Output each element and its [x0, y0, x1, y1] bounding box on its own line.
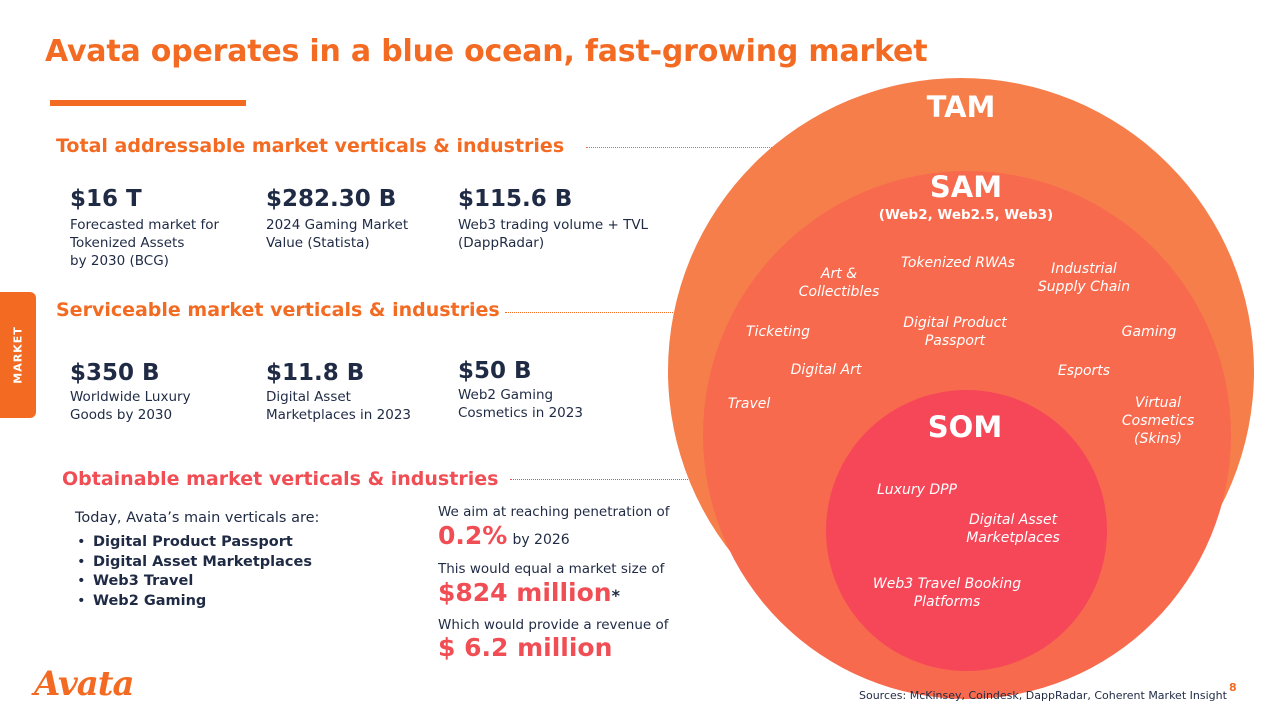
page-title: Avata operates in a blue ocean, fast-gro… [45, 34, 928, 69]
title-underline [50, 100, 246, 106]
stat-description: Web3 trading volume + TVL (DappRadar) [458, 217, 649, 251]
penetration-suffix: by 2026 [512, 532, 570, 548]
list-item: Digital Asset Marketplaces [75, 553, 312, 573]
avata-logo: Avata [34, 664, 135, 704]
sam-item-ticketing: Ticketing [746, 324, 810, 340]
verticals-intro: Today, Avata’s main verticals are: [75, 510, 320, 526]
tam-stat-2: $282.30 B 2024 Gaming Market Value (Stat… [266, 186, 408, 252]
stat-description: 2024 Gaming Market Value (Statista) [266, 217, 409, 251]
sources-note: Sources: McKinsey, Coindesk, DappRadar, … [859, 689, 1227, 702]
sam-item-gaming: Gaming [1121, 324, 1177, 340]
market-size-text: This would equal a market size of [438, 561, 665, 577]
som-item-web3-travel-booking: Web3 Travel Booking Platforms [872, 576, 1022, 610]
penetration-text: We aim at reaching penetration of [438, 504, 670, 520]
page-number: 8 [1229, 681, 1237, 694]
market-size-line: $824 million* [438, 578, 620, 607]
list-item: Web3 Travel [75, 572, 312, 592]
sam-connector [505, 312, 735, 313]
sam-item-virtual-cosmetics: Virtual Cosmetics (Skins) [1121, 395, 1195, 447]
stat-value: $11.8 B [266, 360, 365, 386]
sam-stat-3: $50 B Web2 Gaming Cosmetics in 2023 [458, 358, 583, 422]
stat-description: Forecasted market for Tokenized Assets b… [70, 217, 220, 269]
sam-stat-2: $11.8 B Digital Asset Marketplaces in 20… [266, 360, 411, 424]
som-connector [510, 479, 840, 480]
tam-connector [586, 147, 786, 148]
tam-heading: Total addressable market verticals & ind… [56, 135, 565, 157]
penetration-value: 0.2% [438, 521, 508, 550]
penetration-line: 0.2% by 2026 [438, 521, 570, 550]
stat-description: Digital Asset Marketplaces in 2023 [266, 389, 412, 423]
tam-stat-3: $115.6 B Web3 trading volume + TVL (Dapp… [458, 186, 648, 252]
sam-item-travel: Travel [727, 396, 771, 412]
list-item: Web2 Gaming [75, 592, 312, 612]
sam-stat-1: $350 B Worldwide Luxury Goods by 2030 [70, 360, 191, 424]
som-item-luxury-dpp: Luxury DPP [877, 482, 957, 498]
tam-stat-1: $16 T Forecasted market for Tokenized As… [70, 186, 219, 270]
section-tab[interactable]: MARKET [0, 292, 36, 418]
revenue-value: $ 6.2 million [438, 633, 613, 662]
stat-value: $115.6 B [458, 186, 573, 212]
verticals-list: Digital Product Passport Digital Asset M… [75, 533, 312, 611]
sam-heading: Serviceable market verticals & industrie… [56, 299, 500, 321]
stat-value: $50 B [458, 358, 532, 384]
som-item-digital-asset-marketplaces: Digital Asset Marketplaces [966, 512, 1060, 546]
list-item: Digital Product Passport [75, 533, 312, 553]
sam-item-digital-product-passport: Digital Product Passport [903, 315, 1007, 349]
sam-item-tokenized-rwas: Tokenized RWAs [901, 255, 1015, 271]
revenue-text: Which would provide a revenue of [438, 617, 669, 633]
sam-label: SAM [929, 170, 1003, 204]
stat-value: $16 T [70, 186, 142, 212]
som-label: SOM [927, 410, 1003, 444]
sam-item-art-collectibles: Art & Collectibles [798, 266, 880, 300]
stat-description: Worldwide Luxury Goods by 2030 [70, 389, 191, 423]
sam-item-industrial-supply-chain: Industrial Supply Chain [1037, 261, 1131, 295]
section-tab-label: MARKET [11, 326, 25, 384]
sam-item-esports: Esports [1057, 363, 1111, 379]
stat-description: Web2 Gaming Cosmetics in 2023 [458, 387, 583, 421]
market-size-value: $824 million [438, 578, 612, 607]
som-heading: Obtainable market verticals & industries [62, 468, 499, 490]
tam-label: TAM [926, 90, 996, 124]
sam-sublabel: (Web2, Web2.5, Web3) [878, 207, 1054, 223]
footnote-mark: * [611, 586, 620, 605]
stat-value: $282.30 B [266, 186, 397, 212]
sam-item-digital-art: Digital Art [790, 362, 862, 378]
som-circle [826, 390, 1107, 671]
stat-value: $350 B [70, 360, 160, 386]
